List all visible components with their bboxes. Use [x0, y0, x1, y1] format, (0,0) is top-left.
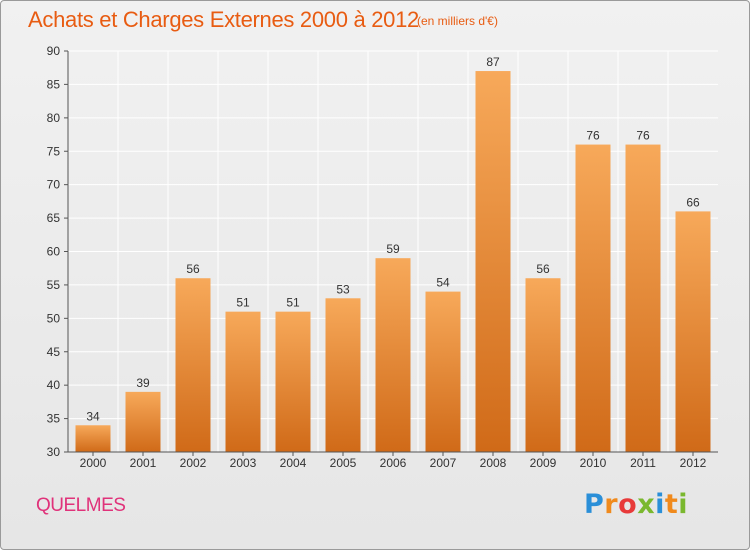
y-tick-label: 60	[47, 245, 61, 259]
y-tick-label: 80	[47, 111, 61, 125]
bar	[175, 278, 211, 452]
y-tick-label: 65	[47, 211, 61, 225]
data-label: 53	[336, 282, 350, 296]
y-tick-label: 75	[47, 144, 61, 158]
axes: 30 35 40 45 50 55 60 65 70 75 80 85 90 2000 2001 2002 20…	[47, 44, 718, 470]
data-label: 66	[686, 195, 700, 209]
x-tick-label: 2010	[580, 456, 607, 470]
y-tick-label: 50	[47, 311, 61, 325]
y-tick-label: 55	[47, 278, 61, 292]
logo-letter: i	[655, 489, 665, 520]
logo-letter: x	[637, 489, 656, 520]
data-label: 51	[286, 296, 300, 310]
bars: 34 39 56 51 51 53 59 54 87 56 76 76 66	[75, 55, 711, 453]
logo-letter: t	[664, 489, 679, 520]
data-label: 59	[386, 242, 400, 256]
x-tick-label: 2003	[230, 456, 257, 470]
x-tick-label: 2007	[430, 456, 457, 470]
x-tick-label: 2005	[330, 456, 357, 470]
bar	[475, 71, 511, 453]
bar	[425, 291, 461, 452]
x-tick-label: 2009	[530, 456, 557, 470]
bar	[275, 311, 311, 452]
y-tick-label: 70	[47, 178, 61, 192]
bar	[575, 144, 611, 453]
y-tick-label: 45	[47, 345, 61, 359]
x-tick-label: 2006	[380, 456, 407, 470]
logo-letter: i	[678, 489, 689, 520]
chart-title: Achats et Charges Externes 2000 à 2012	[28, 7, 419, 32]
data-label: 51	[236, 296, 250, 310]
x-tick-label: 2012	[680, 456, 707, 470]
data-label: 56	[536, 262, 550, 276]
bar	[625, 144, 661, 453]
commune-name: QUELMES	[36, 495, 126, 516]
y-tick-label: 90	[47, 44, 61, 58]
x-tick-label: 2002	[180, 456, 207, 470]
bar	[225, 311, 261, 452]
data-label: 76	[636, 129, 650, 143]
bar	[375, 258, 411, 452]
y-tick-label: 85	[47, 77, 61, 91]
data-label: 54	[436, 276, 450, 290]
x-tick-label: 2000	[80, 456, 107, 470]
logo-letter: r	[604, 489, 619, 520]
data-label: 76	[586, 129, 600, 143]
y-tick-label: 40	[47, 378, 61, 392]
x-tick-label: 2011	[630, 456, 656, 470]
bar	[75, 425, 111, 452]
data-label: 34	[86, 409, 100, 423]
proxiti-logo: Proxiti	[584, 489, 688, 520]
y-tick-label: 35	[47, 412, 61, 426]
bar	[675, 211, 711, 452]
data-label: 39	[136, 376, 150, 390]
logo-letter: o	[618, 489, 638, 520]
data-label: 56	[186, 262, 200, 276]
data-label: 87	[486, 55, 500, 69]
y-tick-label: 30	[47, 445, 61, 459]
bar	[525, 278, 561, 452]
x-tick-label: 2004	[280, 456, 307, 470]
chart-subtitle: (en milliers d'€)	[417, 14, 498, 28]
x-tick-label: 2008	[480, 456, 507, 470]
bar	[325, 298, 361, 452]
x-tick-label: 2001	[130, 456, 157, 470]
bar	[125, 391, 161, 452]
logo-letter: P	[584, 489, 605, 520]
